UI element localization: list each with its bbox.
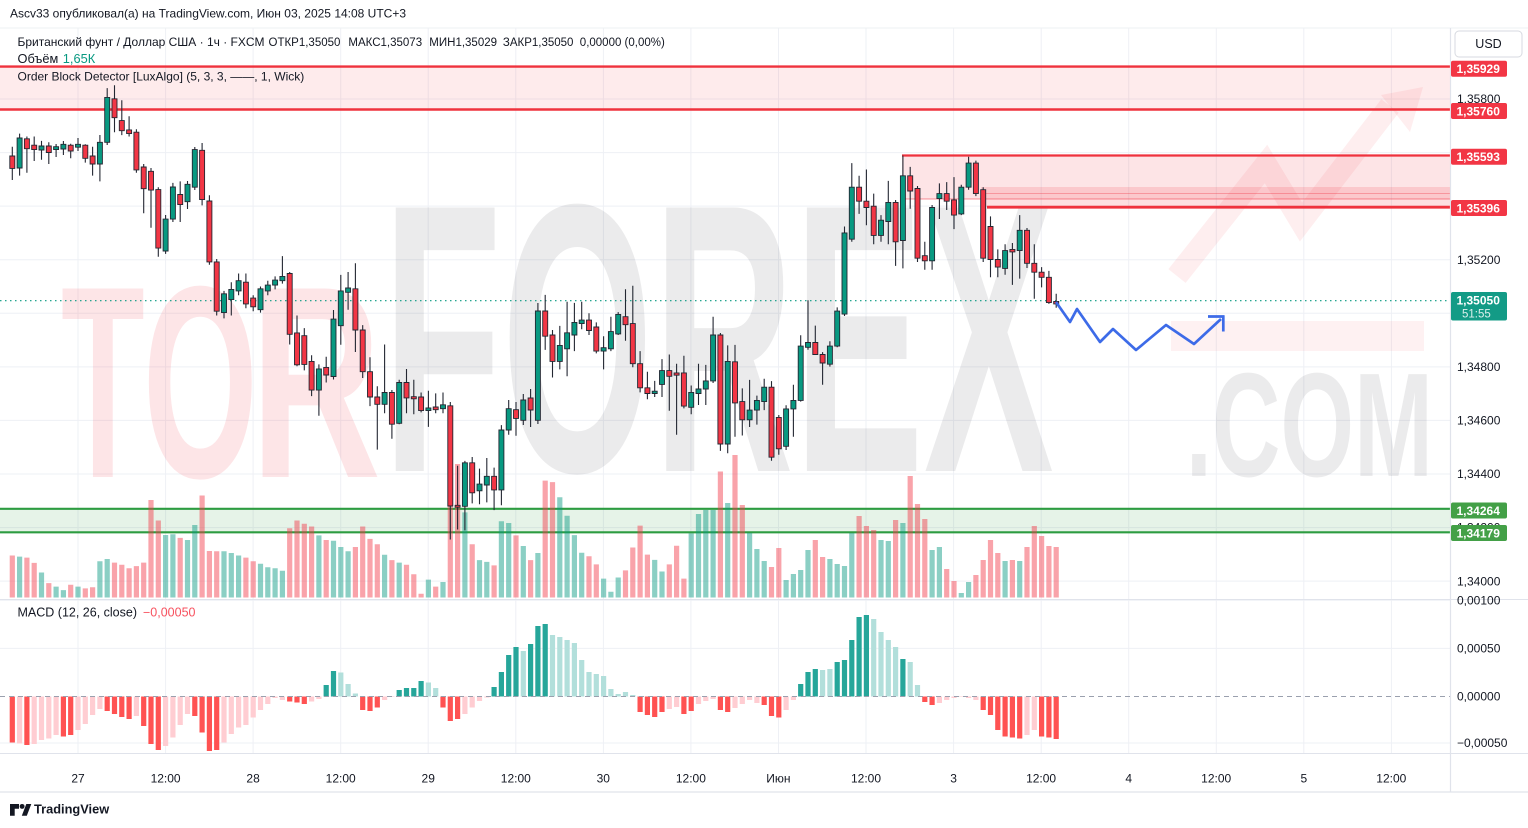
svg-text:R: R xyxy=(251,230,382,536)
svg-text:28: 28 xyxy=(246,772,260,786)
svg-text:O: O xyxy=(143,229,258,535)
svg-text:12:00: 12:00 xyxy=(1376,772,1406,786)
svg-text:0,00050: 0,00050 xyxy=(1457,642,1501,656)
svg-text:12:00: 12:00 xyxy=(1026,772,1056,786)
svg-text:MACD (12, 26, close): MACD (12, 26, close) xyxy=(18,606,137,620)
svg-text:27: 27 xyxy=(71,772,85,786)
svg-text:1,35396: 1,35396 xyxy=(1457,201,1501,215)
svg-text:USD: USD xyxy=(1475,37,1501,51)
svg-text:12:00: 12:00 xyxy=(326,772,356,786)
svg-text:.COM: .COM xyxy=(1186,344,1433,508)
svg-text:51:55: 51:55 xyxy=(1462,309,1491,321)
svg-text:T: T xyxy=(61,229,145,535)
svg-text:1,35760: 1,35760 xyxy=(1457,104,1501,118)
svg-text:12:00: 12:00 xyxy=(151,772,181,786)
svg-text:МАКС1,35073: МАКС1,35073 xyxy=(348,37,422,49)
svg-text:29: 29 xyxy=(422,772,436,786)
svg-text:Британский фунт / Доллар США ·: Британский фунт / Доллар США · 1ч · FXCM xyxy=(18,35,265,49)
svg-text:1,34000: 1,34000 xyxy=(1457,574,1501,588)
svg-text:−0,00050: −0,00050 xyxy=(143,606,196,620)
svg-text:Order Block Detector [LuxAlgo]: Order Block Detector [LuxAlgo] (5, 3, 3,… xyxy=(18,70,305,84)
svg-text:1,34800: 1,34800 xyxy=(1457,360,1501,374)
svg-text:1,65К: 1,65К xyxy=(63,51,96,66)
svg-text:TradingView: TradingView xyxy=(34,802,109,817)
svg-text:Ascv33 опубликовал(а) на Tradi: Ascv33 опубликовал(а) на TradingView.com… xyxy=(10,7,406,21)
svg-text:1,35200: 1,35200 xyxy=(1457,253,1501,267)
svg-text:30: 30 xyxy=(597,772,611,786)
svg-text:−0,00050: −0,00050 xyxy=(1457,736,1508,750)
svg-text:ОТКР1,35050: ОТКР1,35050 xyxy=(269,37,341,49)
svg-text:12:00: 12:00 xyxy=(501,772,531,786)
svg-text:1,35800: 1,35800 xyxy=(1457,92,1501,106)
svg-text:1,35050: 1,35050 xyxy=(1457,294,1501,308)
svg-text:0,00000: 0,00000 xyxy=(1457,690,1501,704)
svg-text:12:00: 12:00 xyxy=(851,772,881,786)
svg-text:1,35929: 1,35929 xyxy=(1457,62,1501,76)
svg-text:Июн: Июн xyxy=(766,772,790,786)
svg-text:Объём: Объём xyxy=(18,51,59,66)
svg-text:1,34264: 1,34264 xyxy=(1457,504,1501,518)
svg-text:12:00: 12:00 xyxy=(676,772,706,786)
svg-text:ЗАКР1,35050: ЗАКР1,35050 xyxy=(503,37,574,49)
svg-text:5: 5 xyxy=(1300,772,1307,786)
svg-text:12:00: 12:00 xyxy=(1201,772,1231,786)
svg-text:0,00100: 0,00100 xyxy=(1457,594,1501,608)
svg-text:1,35593: 1,35593 xyxy=(1457,150,1501,164)
svg-text:МИН1,35029: МИН1,35029 xyxy=(429,37,497,49)
svg-text:1,34600: 1,34600 xyxy=(1457,414,1501,428)
svg-text:3: 3 xyxy=(950,772,957,786)
svg-text:1,34400: 1,34400 xyxy=(1457,467,1501,481)
svg-text:0,00000 (0,00%): 0,00000 (0,00%) xyxy=(580,37,665,49)
svg-text:1,34179: 1,34179 xyxy=(1457,526,1501,540)
svg-text:4: 4 xyxy=(1125,772,1132,786)
